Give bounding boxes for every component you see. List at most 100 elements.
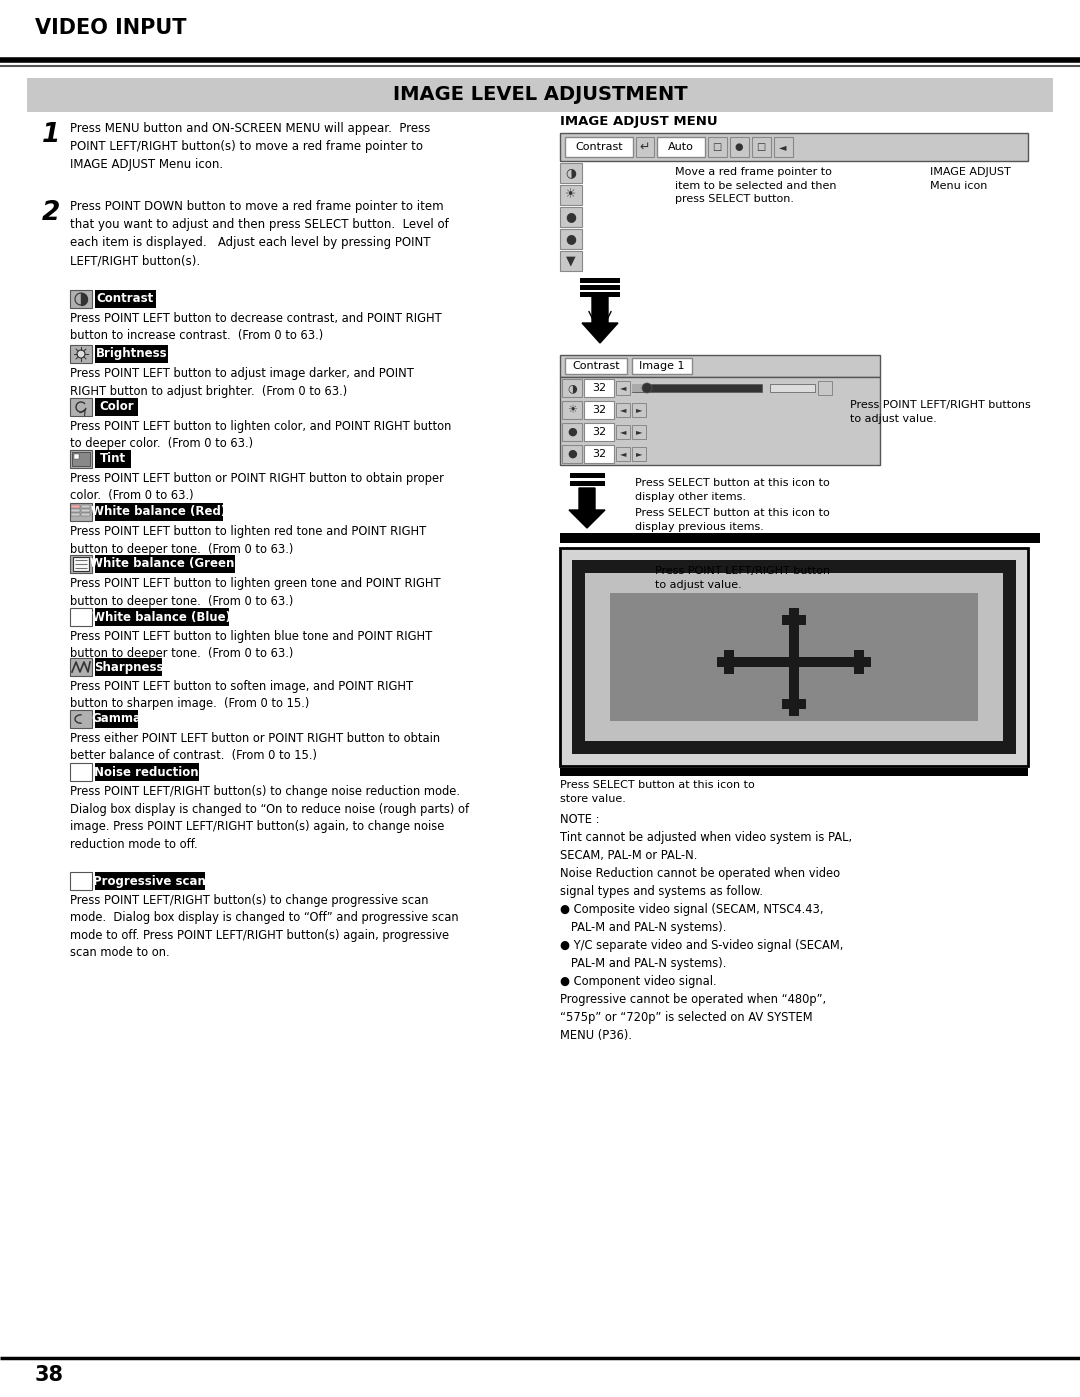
Text: ▼: ▼	[566, 254, 576, 267]
Text: Color: Color	[99, 401, 134, 414]
Text: Sharpness: Sharpness	[94, 661, 163, 673]
Bar	[561, 133, 1028, 161]
Text: VIDEO INPUT: VIDEO INPUT	[35, 18, 187, 38]
Bar	[95, 710, 137, 728]
Bar	[70, 345, 92, 363]
Bar	[95, 503, 222, 521]
Text: Press MENU button and ON-SCREEN MENU will appear.  Press
POINT LEFT/RIGHT button: Press MENU button and ON-SCREEN MENU wil…	[70, 122, 430, 170]
Bar	[70, 450, 92, 468]
Bar	[561, 768, 1028, 775]
Bar	[632, 447, 646, 461]
Text: ◄: ◄	[620, 427, 626, 436]
Text: ►: ►	[636, 427, 643, 436]
Text: Brightness: Brightness	[96, 348, 167, 360]
Text: Press either POINT LEFT button or POINT RIGHT button to obtain
better balance of: Press either POINT LEFT button or POINT …	[70, 732, 441, 763]
Bar	[724, 650, 734, 673]
Bar	[632, 402, 646, 416]
Text: Press POINT LEFT button to adjust image darker, and POINT
RIGHT button to adjust: Press POINT LEFT button to adjust image …	[70, 367, 414, 398]
Bar	[561, 534, 1040, 543]
Text: Press POINT LEFT button to decrease contrast, and POINT RIGHT
button to increase: Press POINT LEFT button to decrease cont…	[70, 312, 442, 342]
Bar	[561, 548, 1028, 766]
Bar	[70, 658, 92, 676]
Bar	[81, 504, 90, 509]
Text: Press POINT LEFT/RIGHT buttons
to adjust value.: Press POINT LEFT/RIGHT buttons to adjust…	[850, 400, 1030, 423]
Bar	[610, 592, 978, 721]
Bar	[70, 710, 92, 728]
Text: ◑: ◑	[566, 166, 577, 179]
Polygon shape	[569, 488, 605, 528]
Bar	[95, 763, 199, 781]
Bar	[580, 285, 620, 291]
Bar	[81, 509, 90, 511]
Bar	[70, 608, 92, 626]
Text: White balance (Red): White balance (Red)	[92, 506, 227, 518]
Text: 1: 1	[42, 122, 60, 148]
Bar	[565, 137, 633, 156]
Text: Contrast: Contrast	[576, 142, 623, 152]
Polygon shape	[582, 296, 618, 344]
Bar	[636, 137, 654, 156]
Text: Press POINT LEFT button to lighten color, and POINT RIGHT button
to deeper color: Press POINT LEFT button to lighten color…	[70, 420, 451, 450]
Text: Press POINT LEFT button to lighten green tone and POINT RIGHT
button to deeper t: Press POINT LEFT button to lighten green…	[70, 577, 441, 608]
Bar	[584, 401, 615, 419]
Bar	[847, 657, 870, 666]
Text: Move a red frame pointer to
item to be selected and then
press SELECT button.: Move a red frame pointer to item to be s…	[675, 168, 837, 204]
Bar	[73, 557, 89, 571]
Text: ●: ●	[566, 232, 577, 246]
Bar	[71, 513, 80, 515]
Bar	[70, 872, 92, 890]
Bar	[562, 446, 582, 462]
Bar	[818, 381, 832, 395]
Text: 32: 32	[592, 405, 606, 415]
Bar	[752, 137, 771, 156]
Text: Tint: Tint	[100, 453, 126, 465]
Text: ◄: ◄	[780, 142, 786, 152]
Bar	[782, 698, 806, 710]
Text: Press POINT LEFT button to lighten blue tone and POINT RIGHT
button to deeper to: Press POINT LEFT button to lighten blue …	[70, 630, 432, 661]
Bar	[616, 402, 630, 416]
Bar	[95, 658, 162, 676]
Bar	[789, 620, 799, 705]
Bar	[71, 509, 80, 511]
Text: NOTE :
Tint cannot be adjusted when video system is PAL,
SECAM, PAL-M or PAL-N.
: NOTE : Tint cannot be adjusted when vide…	[561, 813, 852, 1042]
Text: ☀: ☀	[565, 189, 577, 201]
Bar	[70, 763, 92, 781]
Text: 32: 32	[592, 427, 606, 437]
Text: 2: 2	[42, 200, 60, 226]
Bar	[561, 377, 880, 465]
Text: Press POINT DOWN button to move a red frame pointer to item
that you want to adj: Press POINT DOWN button to move a red fr…	[70, 200, 449, 267]
Text: Press SELECT button at this icon to
display previous items.: Press SELECT button at this icon to disp…	[635, 509, 829, 532]
Bar	[95, 872, 204, 890]
Text: IMAGE LEVEL ADJUSTMENT: IMAGE LEVEL ADJUSTMENT	[393, 85, 687, 105]
Bar	[81, 513, 90, 515]
Bar	[70, 398, 92, 416]
Text: Contrast: Contrast	[97, 292, 154, 306]
Bar	[632, 384, 762, 393]
Bar	[632, 425, 646, 439]
Bar	[616, 381, 630, 395]
Bar	[717, 657, 741, 666]
Bar	[729, 657, 859, 666]
Bar	[632, 384, 647, 393]
Bar	[570, 481, 605, 486]
Bar	[70, 555, 92, 573]
Bar	[70, 291, 92, 307]
Text: Press SELECT button at this icon to
store value.: Press SELECT button at this icon to stor…	[561, 780, 755, 803]
Bar	[71, 504, 80, 509]
Text: Progressive scan: Progressive scan	[93, 875, 206, 887]
Text: Press SELECT button at this icon to
display other items.: Press SELECT button at this icon to disp…	[635, 478, 829, 502]
Bar	[789, 692, 799, 717]
Text: Press POINT LEFT button or POINT RIGHT button to obtain proper
color.  (From 0 t: Press POINT LEFT button or POINT RIGHT b…	[70, 472, 444, 503]
Bar	[584, 379, 615, 397]
Bar	[770, 384, 815, 393]
Bar	[95, 345, 168, 363]
Bar	[782, 615, 806, 624]
Bar	[95, 398, 137, 416]
Text: ►: ►	[636, 450, 643, 458]
Text: 32: 32	[592, 383, 606, 393]
Bar	[585, 573, 1003, 740]
Bar	[616, 447, 630, 461]
Text: Press POINT LEFT button to soften image, and POINT RIGHT
button to sharpen image: Press POINT LEFT button to soften image,…	[70, 680, 414, 711]
Bar	[95, 450, 132, 468]
Text: ●: ●	[567, 448, 577, 460]
